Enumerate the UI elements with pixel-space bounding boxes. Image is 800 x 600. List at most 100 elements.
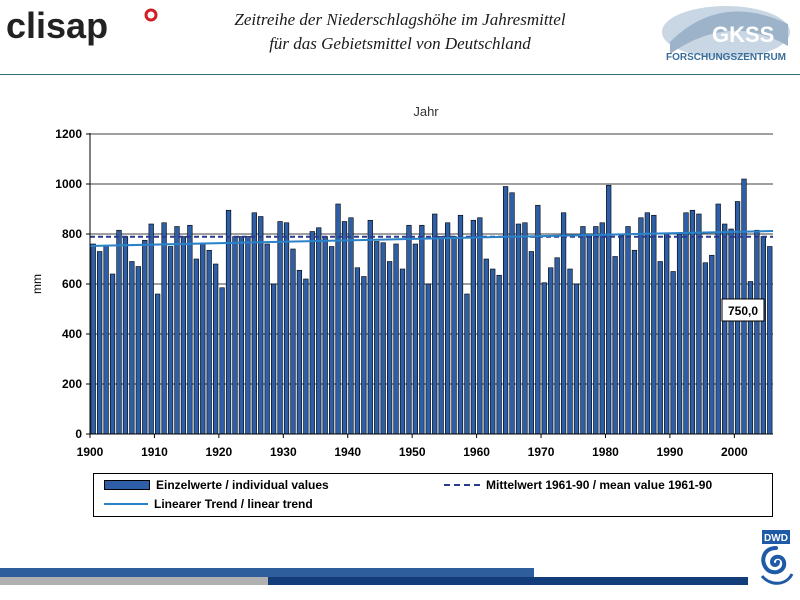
bar — [618, 234, 625, 435]
bar — [135, 266, 141, 435]
legend-label-individual-values: Einzelwerte / individual values — [156, 478, 329, 492]
y-tick-label: 1000 — [55, 177, 82, 191]
bar — [502, 186, 509, 435]
bar — [213, 263, 219, 435]
bar — [232, 236, 238, 435]
bar — [341, 221, 348, 435]
x-tick-label: 1960 — [463, 445, 490, 459]
bar — [200, 243, 206, 435]
bar — [702, 262, 708, 435]
bar — [760, 236, 766, 435]
bar — [767, 246, 773, 435]
bar — [367, 219, 373, 435]
bar — [187, 224, 193, 435]
bar — [316, 227, 322, 435]
bar — [754, 229, 760, 435]
footer-stripe-bottom-left — [0, 577, 268, 585]
x-tick-label: 1950 — [399, 445, 426, 459]
bar — [97, 251, 103, 435]
header-divider — [0, 74, 800, 75]
bar — [451, 236, 457, 435]
bar — [161, 222, 167, 435]
bar — [90, 243, 96, 435]
bar — [193, 258, 199, 435]
clisap-logo-text: clisap — [6, 5, 108, 46]
bar — [142, 239, 148, 435]
gkss-logo: GKSS FORSCHUNGSZENTRUM — [660, 2, 798, 69]
bar — [296, 269, 303, 435]
bar — [290, 248, 296, 435]
linear-trend-line — [89, 230, 774, 247]
bar — [393, 243, 399, 435]
bar — [348, 217, 354, 435]
bar — [174, 226, 180, 435]
bar — [238, 236, 245, 435]
legend-item-linear-trend: Linearer Trend / linear trend — [104, 497, 313, 511]
bar — [425, 283, 431, 435]
bar — [180, 236, 187, 435]
bar — [554, 257, 560, 435]
bar — [386, 261, 393, 435]
bar — [167, 246, 174, 435]
bar — [155, 293, 161, 435]
value-annotation: 750,0 — [721, 298, 765, 322]
bar — [116, 229, 122, 435]
bar — [586, 233, 592, 435]
footer-stripes — [0, 568, 748, 585]
x-tick-label: 1930 — [270, 445, 297, 459]
legend-dashed-swatch — [444, 484, 480, 486]
bar — [103, 244, 109, 435]
bar — [122, 236, 129, 435]
footer-stripe-top — [0, 568, 534, 577]
legend-item-individual-values: Einzelwerte / individual values — [104, 478, 329, 492]
clisap-logo-dot-icon — [144, 8, 158, 22]
bar — [612, 256, 618, 435]
dwd-swirl-icon — [761, 546, 787, 575]
dwd-logo: DWD — [756, 530, 796, 597]
bar — [432, 213, 438, 435]
gkss-logo-text: GKSS — [712, 22, 774, 47]
x-tick-label: 1940 — [334, 445, 361, 459]
bar — [374, 241, 380, 435]
bar — [728, 228, 734, 435]
bar — [580, 226, 586, 435]
y-tick-label: 1200 — [55, 127, 82, 141]
bar — [696, 213, 702, 435]
bar — [515, 223, 522, 435]
chart-title: Jahr — [413, 104, 439, 119]
bar — [535, 204, 541, 435]
title-line-1: Zeitreihe der Niederschlagshöhe im Jahre… — [234, 10, 566, 29]
bar — [593, 226, 599, 435]
bar — [689, 209, 696, 435]
bar — [715, 203, 721, 435]
bar — [245, 236, 251, 435]
bar — [251, 212, 257, 435]
bar — [419, 224, 425, 435]
bar — [490, 268, 496, 435]
y-tick-label: 200 — [62, 377, 82, 391]
bar — [406, 224, 412, 435]
x-tick-label: 1920 — [206, 445, 233, 459]
bar — [541, 282, 547, 435]
bar — [283, 222, 290, 435]
x-tick-label: 1910 — [141, 445, 168, 459]
bar — [309, 231, 315, 435]
legend-label-mean-value: Mittelwert 1961-90 / mean value 1961-90 — [486, 478, 713, 492]
bar — [277, 221, 283, 435]
bar — [271, 283, 277, 435]
bar — [322, 236, 328, 435]
x-tick-label: 1900 — [77, 445, 104, 459]
legend-item-mean-value: Mittelwert 1961-90 / mean value 1961-90 — [444, 478, 712, 492]
annotation-box — [721, 298, 765, 322]
legend-line-swatch — [104, 503, 148, 505]
y-axis-ticks: 0 200 400 600 800 1000 1200 — [55, 127, 90, 441]
bar — [670, 271, 676, 435]
bar — [560, 212, 567, 435]
legend-label-linear-trend: Linearer Trend / linear trend — [154, 497, 313, 511]
bar — [264, 243, 270, 435]
dwd-logo-badge — [762, 530, 790, 544]
bar — [676, 233, 683, 435]
y-tick-label: 800 — [62, 227, 82, 241]
bar — [722, 223, 728, 435]
bar — [457, 214, 464, 435]
